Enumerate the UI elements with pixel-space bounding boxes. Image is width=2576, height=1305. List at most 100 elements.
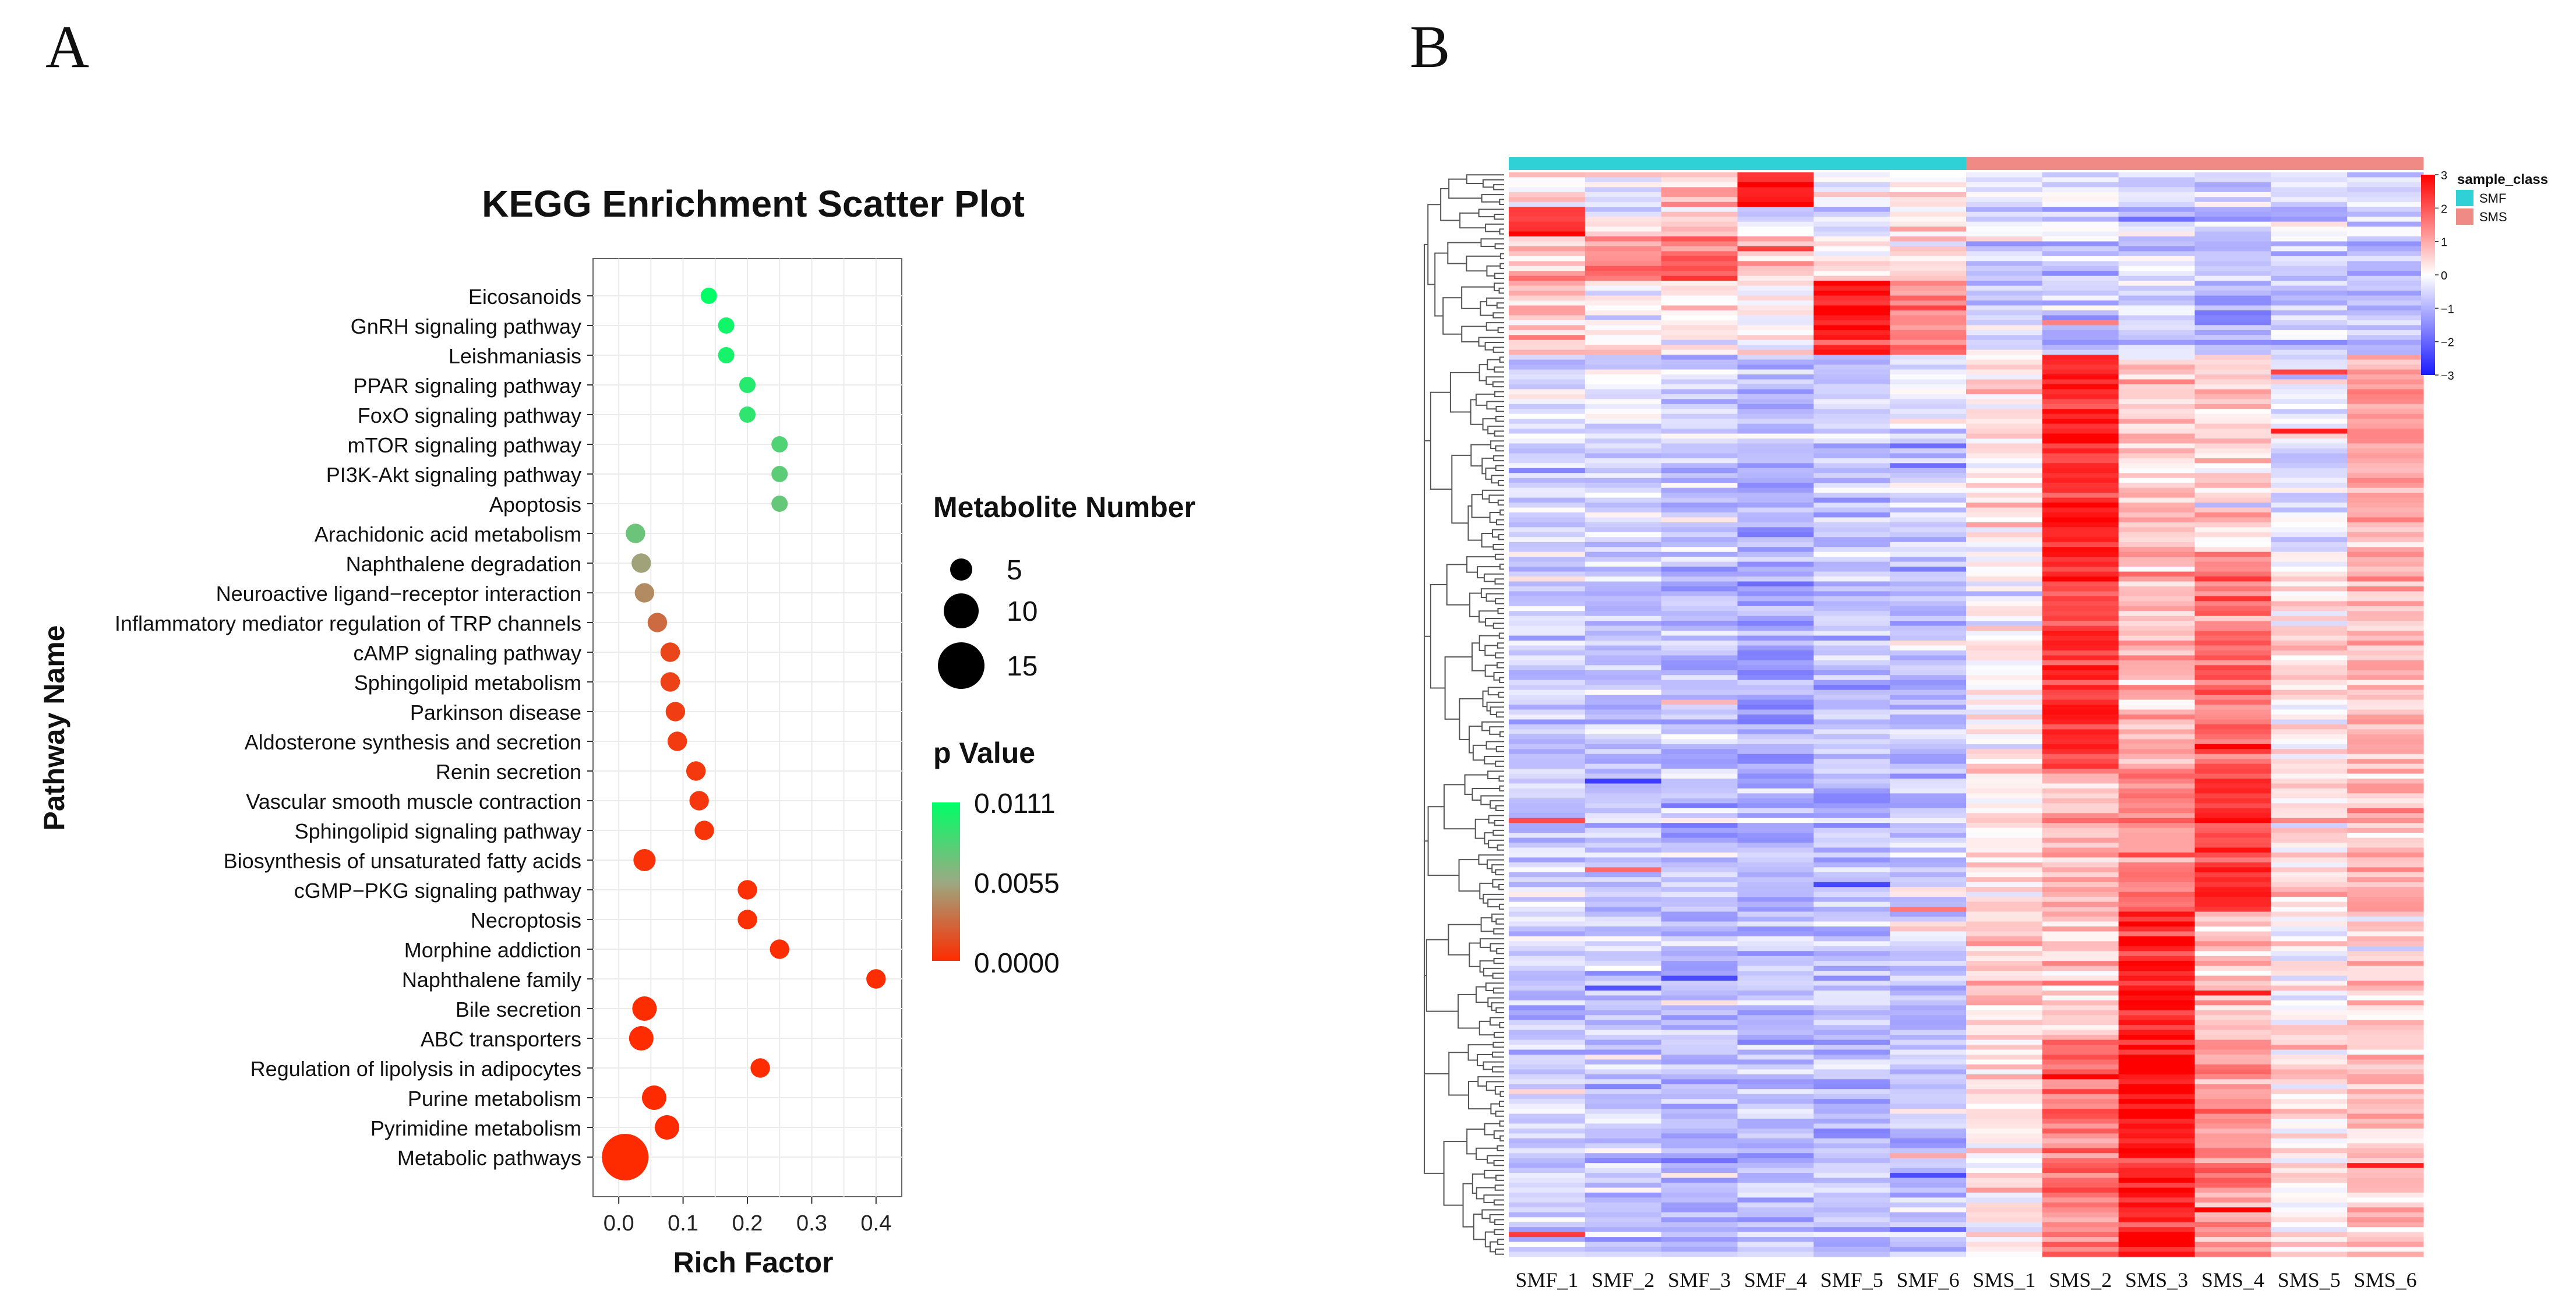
heatmap-cell <box>1966 271 2043 277</box>
heatmap-cell <box>1509 1187 1586 1193</box>
heatmap-cell <box>2118 1010 2196 1016</box>
heatmap-cell <box>1585 1227 1662 1233</box>
heatmap-cell <box>1585 512 1662 518</box>
heatmap-cell <box>1813 917 1890 922</box>
dendrogram-branch <box>1487 425 1504 434</box>
heatmap-cell <box>2118 483 2196 489</box>
heatmap-cell <box>1509 231 1586 237</box>
heatmap-cell <box>1661 517 1738 523</box>
heatmap-cell <box>1966 192 2043 197</box>
heatmap-cell <box>2042 616 2119 621</box>
sample-class-cell <box>1661 157 1738 170</box>
heatmap-cell <box>2271 369 2348 375</box>
heatmap-cell <box>1585 941 1662 947</box>
heatmap-cell <box>2194 843 2271 848</box>
heatmap-cell <box>1966 931 2043 937</box>
dendrogram-branch <box>1484 664 1497 677</box>
heatmap-cell <box>2347 458 2424 464</box>
dendrogram-branch <box>1493 455 1504 462</box>
heatmap-cell <box>1813 1173 1890 1179</box>
heatmap-cell <box>1661 1247 1738 1253</box>
heatmap-cell <box>1813 365 1890 370</box>
heatmap-cell <box>1813 246 1890 252</box>
heatmap-cell <box>1966 966 2043 971</box>
heatmap-cell <box>1509 1049 1586 1055</box>
heatmap-cell <box>2118 1207 2196 1213</box>
heatmap-cell <box>1737 1168 1814 1173</box>
heatmap-cell <box>1737 409 1814 415</box>
heatmap-cell <box>1966 404 2043 409</box>
heatmap-cell <box>2271 394 2348 399</box>
heatmap-cell <box>1737 699 1814 705</box>
heatmap-cell <box>1585 601 1662 607</box>
heatmap-cell <box>2271 379 2348 385</box>
heatmap-cell <box>2194 1049 2271 1055</box>
heatmap-cell <box>2347 577 2424 582</box>
sample-class-cell <box>1509 157 1586 170</box>
heatmap-cell <box>1813 1227 1890 1233</box>
heatmap-cell <box>1966 507 2043 513</box>
heatmap-cell <box>2271 1094 2348 1099</box>
heatmap-cell <box>1813 689 1890 695</box>
heatmap-cell <box>1890 660 1967 666</box>
heatmap-cell <box>1509 201 1586 207</box>
heatmap-cell <box>1890 419 1967 425</box>
heatmap-cell <box>2271 1197 2348 1203</box>
heatmap-cell <box>2042 625 2119 631</box>
heatmap-cell <box>2347 192 2424 197</box>
heatmap-cell <box>1890 586 1967 592</box>
heatmap-cell <box>2347 941 2424 947</box>
heatmap-cell <box>2347 1010 2424 1016</box>
heatmap-cell <box>1737 1069 1814 1075</box>
heatmap-cell <box>2042 443 2119 449</box>
heatmap-cell <box>2347 1173 2424 1179</box>
heatmap-cell <box>1813 1192 1890 1198</box>
heatmap-cell <box>1509 843 1586 848</box>
heatmap-cell <box>2042 803 2119 809</box>
heatmap-cell <box>2271 897 2348 903</box>
heatmap-cell <box>1509 527 1586 533</box>
heatmap-cell <box>1661 256 1738 261</box>
dendrogram-branch <box>1493 1159 1504 1166</box>
scatter-point <box>739 406 756 423</box>
heatmap-cell <box>1661 1251 1738 1257</box>
heatmap-cell <box>1661 689 1738 695</box>
heatmap-cell <box>1737 680 1814 685</box>
heatmap-cell <box>1585 689 1662 695</box>
x-tick-label: 0.4 <box>860 1211 891 1236</box>
heatmap-cell <box>2271 837 2348 843</box>
heatmap-cell <box>2118 926 2196 932</box>
heatmap-cell <box>2042 911 2119 917</box>
heatmap-cell <box>1661 1217 1738 1223</box>
heatmap-cell <box>2118 665 2196 671</box>
heatmap-column-label: SMF_5 <box>1820 1268 1883 1292</box>
heatmap-cell <box>1737 1045 1814 1051</box>
heatmap-cell <box>2271 1143 2348 1149</box>
heatmap-cell <box>2347 291 2424 296</box>
heatmap-cell <box>1890 483 1967 489</box>
heatmap-cell <box>2118 808 2196 814</box>
heatmap-cell <box>1966 379 2043 385</box>
heatmap-cell <box>1661 547 1738 553</box>
heatmap-cell <box>2118 936 2196 942</box>
heatmap-cell <box>1585 917 1662 922</box>
heatmap-cell <box>2042 197 2119 203</box>
heatmap-cell <box>1813 349 1890 355</box>
pathway-label: Purine metabolism <box>408 1087 581 1111</box>
heatmap-cell <box>1737 1212 1814 1218</box>
scatter-point <box>632 996 657 1021</box>
heatmap-cell <box>1813 1104 1890 1109</box>
heatmap-cell <box>2042 897 2119 903</box>
heatmap-cell <box>2271 1069 2348 1075</box>
heatmap-cell <box>2271 1010 2348 1016</box>
heatmap-cell <box>1509 1168 1586 1173</box>
heatmap-cell <box>1737 591 1814 597</box>
heatmap-cell <box>1813 537 1890 543</box>
heatmap-cell <box>2194 641 2271 646</box>
heatmap-cell <box>1737 773 1814 779</box>
heatmap-cell <box>1509 1202 1586 1208</box>
heatmap-cell <box>1966 1005 2043 1011</box>
heatmap-cell <box>1585 261 1662 267</box>
dendrogram-branch <box>1481 194 1504 203</box>
heatmap-cell <box>1813 724 1890 730</box>
